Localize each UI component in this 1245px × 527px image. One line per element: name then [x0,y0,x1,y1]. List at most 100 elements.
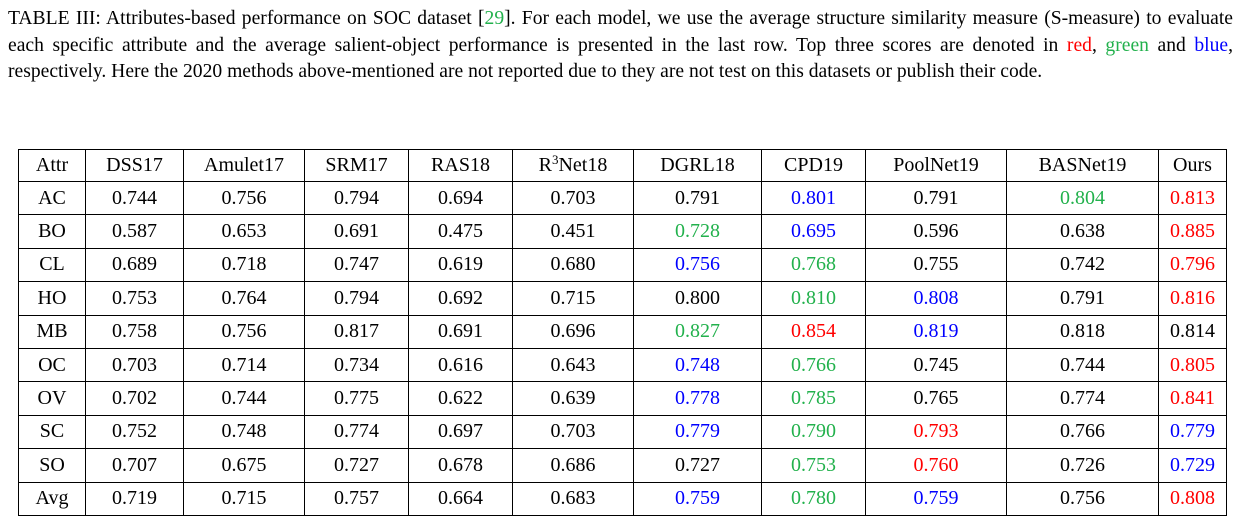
score-cell: 0.638 [1006,214,1159,249]
score-cell: 0.814 [1158,314,1227,349]
score-cell: 0.805 [1158,347,1227,383]
score-cell: 0.752 [85,414,184,450]
score-cell: 0.755 [865,247,1007,283]
row-attr-label: SC [18,414,86,450]
score-cell: 0.780 [761,481,866,516]
score-cell: 0.719 [85,481,184,516]
score-cell: 0.779 [633,414,762,450]
score-cell: 0.779 [1158,414,1227,450]
score-cell: 0.622 [408,381,513,416]
score-cell: 0.756 [183,314,305,349]
score-cell: 0.451 [512,214,634,249]
score-cell: 0.745 [865,347,1007,383]
score-cell: 0.791 [1006,281,1159,316]
row-attr-label: HO [18,281,86,316]
table-row: BO 0.587 0.653 0.691 0.475 0.451 0.728 0.695 0.5… [18,214,1227,249]
score-cell: 0.680 [512,247,634,283]
score-cell: 0.816 [1158,281,1227,316]
score-cell: 0.729 [1158,448,1227,483]
header-cpd19: CPD19 [761,149,866,182]
score-cell: 0.694 [408,180,513,216]
score-cell: 0.639 [512,381,634,416]
score-cell: 0.596 [865,214,1007,249]
score-cell: 0.691 [408,314,513,349]
score-cell: 0.885 [1158,214,1227,249]
row-attr-label: BO [18,214,86,249]
score-cell: 0.753 [761,448,866,483]
table-row: SC 0.752 0.748 0.774 0.697 0.703 0.779 0.790 0.7… [18,414,1227,450]
score-cell: 0.804 [1006,180,1159,216]
score-cell: 0.707 [85,448,184,483]
score-cell: 0.675 [183,448,305,483]
score-cell: 0.727 [633,448,762,483]
header-r3net18-base: R [538,154,552,176]
score-cell: 0.742 [1006,247,1159,283]
score-cell: 0.760 [865,448,1007,483]
score-cell: 0.748 [633,347,762,383]
score-cell: 0.774 [1006,381,1159,416]
table-row: AC 0.744 0.756 0.794 0.694 0.703 0.791 0.801 0.7… [18,180,1227,216]
table-caption: TABLE III: Attributes-based performance … [8,6,1233,86]
caption-green-word: green [1105,34,1149,56]
row-attr-label: Avg [18,481,86,516]
score-cell: 0.810 [761,281,866,316]
score-cell: 0.794 [304,180,409,216]
table-row: MB 0.758 0.756 0.817 0.691 0.696 0.827 0.854 0.8… [18,314,1227,349]
score-cell: 0.748 [183,414,305,450]
score-cell: 0.817 [304,314,409,349]
header-srm17: SRM17 [304,149,409,182]
score-cell: 0.794 [304,281,409,316]
caption-sep-1: , [1091,34,1106,56]
score-cell: 0.765 [865,381,1007,416]
score-cell: 0.764 [183,281,305,316]
header-dss17: DSS17 [85,149,184,182]
score-cell: 0.841 [1158,381,1227,416]
score-cell: 0.744 [1006,347,1159,383]
score-cell: 0.643 [512,347,634,383]
score-cell: 0.801 [761,180,866,216]
score-cell: 0.744 [183,381,305,416]
score-cell: 0.775 [304,381,409,416]
table-row: CL 0.689 0.718 0.747 0.619 0.680 0.756 0.768 0.7… [18,247,1227,283]
score-cell: 0.774 [304,414,409,450]
header-basnet19: BASNet19 [1006,149,1159,182]
caption-text-2: ]. For each model, we use the average st… [8,8,1234,56]
score-cell: 0.819 [865,314,1007,349]
header-dgrl18: DGRL18 [633,149,762,182]
score-cell: 0.703 [85,347,184,383]
row-attr-label: OC [18,347,86,383]
score-cell: 0.808 [865,281,1007,316]
score-cell: 0.727 [304,448,409,483]
score-cell: 0.790 [761,414,866,450]
score-cell: 0.689 [85,247,184,283]
score-cell: 0.653 [183,214,305,249]
score-cell: 0.619 [408,247,513,283]
score-cell: 0.587 [85,214,184,249]
score-cell: 0.791 [865,180,1007,216]
header-attr: Attr [18,149,86,182]
header-ours: Ours [1158,149,1227,182]
score-cell: 0.813 [1158,180,1227,216]
score-cell: 0.759 [865,481,1007,516]
header-r3net18-sup: 3 [551,152,559,167]
score-cell: 0.683 [512,481,634,516]
score-cell: 0.827 [633,314,762,349]
row-attr-label: SO [18,448,86,483]
table-header-row: Attr DSS17 Amulet17 SRM17 RAS18 R3Net18 … [18,149,1227,182]
citation-link[interactable]: 29 [484,8,505,29]
caption-text-3: , respectively. Here the 2020 methods ab… [8,34,1234,83]
score-cell: 0.796 [1158,247,1227,283]
score-cell: 0.715 [183,481,305,516]
score-cell: 0.756 [1006,481,1159,516]
score-cell: 0.734 [304,347,409,383]
score-cell: 0.475 [408,214,513,249]
score-cell: 0.692 [408,281,513,316]
score-cell: 0.854 [761,314,866,349]
score-cell: 0.686 [512,448,634,483]
table-row: SO 0.707 0.675 0.727 0.678 0.686 0.727 0.753 0.7… [18,448,1227,483]
score-cell: 0.678 [408,448,513,483]
caption-text-1: TABLE III: Attributes-based performance … [8,8,485,29]
score-cell: 0.756 [633,247,762,283]
table-row: HO 0.753 0.764 0.794 0.692 0.715 0.800 0.810 0.8… [18,281,1227,316]
results-table: Attr DSS17 Amulet17 SRM17 RAS18 R3Net18 … [18,149,1227,516]
